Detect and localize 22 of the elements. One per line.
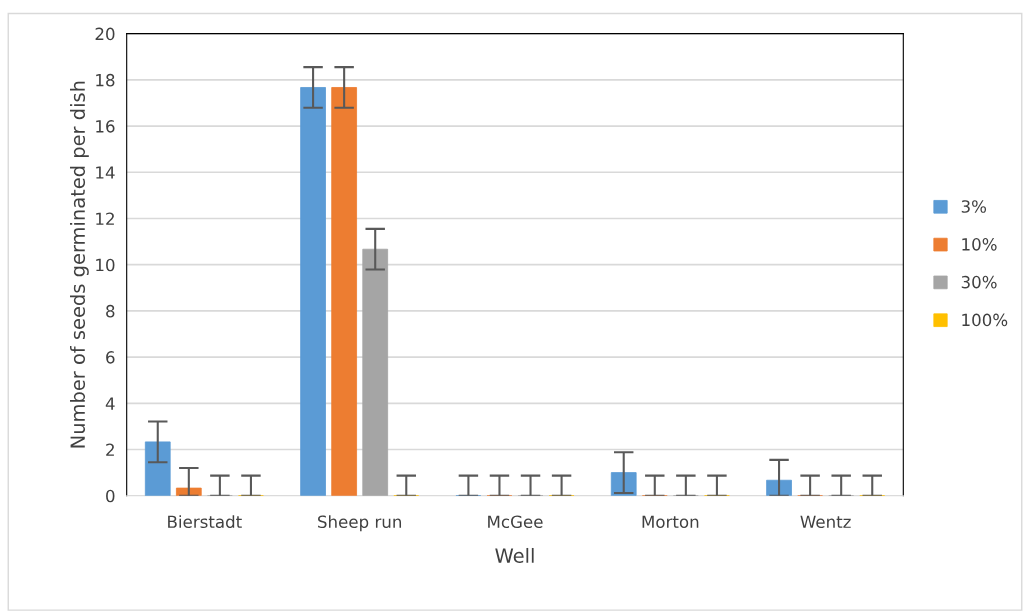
y-axis-title: Number of seeds germinated per dish (70, 81, 89, 448)
x-axis-title: Well (495, 547, 534, 564)
y-tick-label: 18 (96, 73, 115, 87)
legend-label: 30% (961, 275, 997, 289)
y-tick-label: 20 (95, 27, 115, 41)
y-tick-label: 16 (96, 120, 115, 133)
y-tick-label: 14 (96, 166, 115, 179)
x-tick-label: Morton (642, 515, 699, 529)
y-tick-label: 6 (106, 351, 115, 364)
y-tick-label: 4 (105, 397, 115, 410)
y-tick-label: 8 (106, 304, 115, 318)
y-tick-label: 2 (106, 443, 114, 456)
y-tick-label: 0 (106, 489, 115, 503)
legend-label: 100% (962, 313, 1008, 327)
legend-label: 3% (961, 200, 987, 213)
y-tick-label: 10 (96, 258, 115, 272)
x-tick-label: Wentz (800, 515, 851, 529)
y-tick-label: 12 (96, 212, 114, 225)
x-tick-label: Bierstadt (168, 515, 242, 529)
x-tick-label: McGee (488, 515, 543, 529)
x-tick-label: Sheep run (318, 515, 402, 532)
legend-label: 10% (962, 238, 997, 251)
